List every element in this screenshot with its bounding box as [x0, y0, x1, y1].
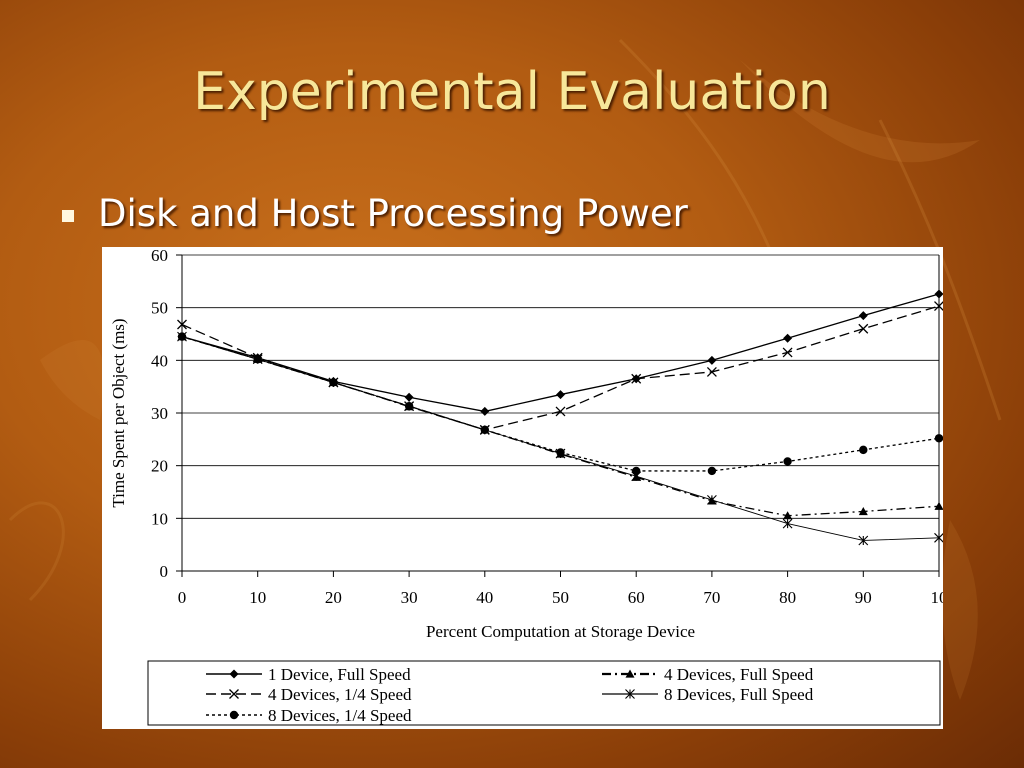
series-line-4	[181, 336, 940, 541]
x-tick-label: 90	[855, 588, 872, 607]
y-tick-label: 30	[151, 404, 168, 423]
data-point-x	[934, 301, 943, 312]
bullet-text: Disk and Host Processing Power	[98, 192, 688, 235]
x-tick-label: 10	[931, 588, 944, 607]
data-point-x	[858, 323, 869, 334]
chart-svg: 0 10 20 30 40 50 60 0 10 20 30 40 50 60 70 80 90 10 Percen…	[109, 247, 944, 726]
x-tick-label: 50	[552, 588, 569, 607]
x-tick-label: 70	[703, 588, 720, 607]
data-point-diamond	[858, 311, 868, 321]
series-line-2	[181, 336, 940, 517]
data-point-triangle	[783, 511, 793, 520]
y-tick-label: 20	[151, 457, 168, 476]
data-point-circle	[707, 466, 717, 476]
data-point-triangle	[858, 506, 868, 516]
legend-marker-triangle	[625, 669, 635, 678]
legend-label: 1 Device, Full Speed	[268, 665, 411, 684]
y-axis-label: Time Spent per Object (ms)	[109, 318, 128, 507]
x-tick-label: 40	[476, 588, 493, 607]
y-tick-label: 40	[151, 351, 168, 370]
legend-label: 4 Devices, Full Speed	[664, 665, 814, 684]
y-tick-label: 10	[151, 509, 168, 528]
bullet-item: Disk and Host Processing Power	[62, 192, 688, 235]
line-chart: 0 10 20 30 40 50 60 0 10 20 30 40 50 60 70 80 90 10 Percen…	[102, 247, 943, 729]
data-point-star	[858, 535, 869, 546]
data-point-star	[782, 518, 793, 529]
data-point-x	[177, 319, 187, 330]
x-tick-label: 0	[178, 588, 187, 607]
data-point-circle	[859, 445, 868, 455]
x-axis-label: Percent Computation at Storage Device	[426, 622, 695, 641]
data-point-circle	[556, 448, 565, 457]
x-tick-label: 60	[628, 588, 645, 607]
data-point-star	[707, 495, 717, 505]
x-tick-label: 80	[779, 588, 796, 607]
x-tick-label: 30	[401, 588, 418, 607]
data-point-triangle	[934, 501, 943, 510]
legend-label: 8 Devices, 1/4 Speed	[268, 706, 412, 725]
data-point-diamond	[404, 392, 414, 402]
data-point-circle	[632, 466, 641, 476]
data-point-circle	[480, 425, 489, 435]
data-point-diamond	[480, 406, 490, 416]
legend-marker-circle	[229, 710, 239, 720]
data-point-x	[706, 366, 717, 377]
data-point-x	[782, 347, 793, 358]
data-point-diamond	[707, 355, 717, 365]
legend-marker-star	[625, 689, 635, 699]
data-point-circle	[934, 434, 943, 443]
legend-label: 8 Devices, Full Speed	[664, 685, 814, 704]
legend-marker-x	[229, 689, 239, 699]
x-tick-label: 10	[249, 588, 266, 607]
data-point-circle	[329, 378, 338, 387]
x-tick-label: 20	[325, 588, 342, 607]
data-point-star	[934, 532, 943, 543]
data-point-circle	[177, 332, 187, 341]
legend-marker-diamond	[229, 669, 239, 679]
y-tick-label: 50	[151, 299, 168, 318]
legend-box	[147, 660, 941, 726]
data-point-diamond	[556, 390, 565, 400]
y-tick-label: 0	[160, 562, 169, 581]
slide-title: Experimental Evaluation	[193, 62, 831, 122]
data-point-circle	[404, 401, 414, 411]
data-point-x	[555, 406, 566, 417]
data-point-diamond	[934, 289, 943, 299]
data-point-diamond	[783, 333, 793, 343]
square-bullet-icon	[62, 209, 74, 222]
data-point-circle	[783, 457, 792, 466]
y-tick-label: 60	[151, 247, 168, 265]
data-point-x	[631, 373, 642, 384]
legend-label: 4 Devices, 1/4 Speed	[268, 685, 412, 704]
data-point-circle	[253, 355, 262, 364]
